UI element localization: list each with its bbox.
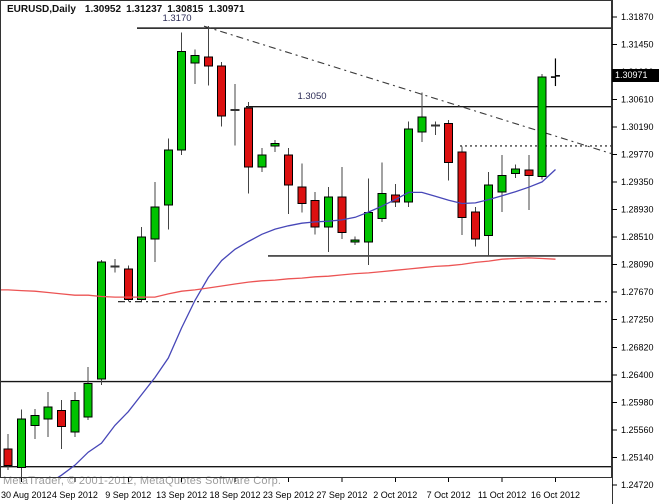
price-tick-label: 1.29350 bbox=[621, 177, 654, 187]
candles-layer bbox=[3, 26, 560, 477]
level-label-1.3050: 1.3050 bbox=[297, 91, 326, 102]
price-tick-label: 1.30190 bbox=[621, 122, 654, 132]
date-tick-label: 2 Oct 2012 bbox=[373, 490, 417, 500]
price-tick-label: 1.25980 bbox=[621, 398, 654, 408]
candle bbox=[484, 172, 494, 256]
candle bbox=[230, 83, 240, 146]
price-tick-label: 1.24720 bbox=[621, 480, 654, 490]
candle bbox=[537, 73, 547, 180]
ma-fast-blue bbox=[57, 169, 556, 477]
candle bbox=[97, 259, 107, 385]
candle bbox=[243, 102, 253, 194]
candle bbox=[337, 166, 347, 239]
candle bbox=[444, 119, 454, 181]
price-tick-label: 1.27250 bbox=[621, 314, 654, 324]
plot-border bbox=[0, 0, 612, 478]
descending-trendline bbox=[203, 25, 611, 155]
candle bbox=[283, 147, 293, 215]
candle bbox=[177, 32, 187, 156]
date-tick-label: 4 Sep 2012 bbox=[52, 490, 98, 500]
candle bbox=[364, 178, 374, 266]
price-tick-label: 1.28090 bbox=[621, 259, 654, 269]
candle bbox=[203, 26, 213, 86]
candle bbox=[123, 265, 133, 302]
price-tick-label: 1.30610 bbox=[621, 94, 654, 104]
candle bbox=[190, 49, 200, 84]
price-tick-label: 1.28930 bbox=[621, 204, 654, 214]
candle bbox=[390, 183, 400, 207]
level-label-1.3170: 1.3170 bbox=[162, 13, 191, 24]
candle bbox=[83, 367, 93, 421]
plot-area[interactable]: 1.3170 1.3050 bbox=[0, 13, 612, 484]
candle bbox=[150, 181, 160, 262]
candle bbox=[257, 147, 267, 173]
price-tick-label: 1.25140 bbox=[621, 452, 654, 462]
close-value: 1.30971 bbox=[208, 4, 245, 15]
level-lines-layer bbox=[1, 27, 611, 468]
price-tick-label: 1.26400 bbox=[621, 370, 654, 380]
candle bbox=[510, 164, 520, 179]
date-tick-label: 7 Oct 2012 bbox=[427, 490, 471, 500]
date-tick-label: 23 Sep 2012 bbox=[263, 490, 314, 500]
date-tick-label: 13 Sep 2012 bbox=[156, 490, 207, 500]
candle bbox=[217, 62, 227, 127]
candle bbox=[457, 146, 467, 235]
price-tick-label: 1.29770 bbox=[621, 149, 654, 159]
candle bbox=[350, 236, 360, 245]
candle bbox=[417, 92, 427, 143]
candle bbox=[297, 163, 307, 213]
date-tick-label: 11 Oct 2012 bbox=[478, 490, 526, 500]
candle bbox=[324, 187, 333, 252]
candle bbox=[270, 140, 280, 152]
date-tick-label: 9 Sep 2012 bbox=[105, 490, 151, 500]
price-tick-label: 1.28510 bbox=[621, 232, 654, 242]
price-tick-label: 1.31870 bbox=[621, 12, 654, 22]
symbol-period-label: EURUSD,Daily bbox=[7, 4, 76, 15]
candle bbox=[524, 155, 534, 211]
date-tick-label: 16 Oct 2012 bbox=[531, 490, 580, 500]
candle bbox=[16, 409, 26, 477]
candle bbox=[430, 121, 440, 135]
candle bbox=[70, 392, 80, 438]
candle bbox=[43, 392, 53, 438]
ohlc-header: EURUSD,Daily 1.30952 1.31237 1.30815 1.30971 bbox=[7, 4, 250, 15]
date-tick-label: 18 Sep 2012 bbox=[210, 490, 261, 500]
low-value: 1.30815 bbox=[167, 4, 204, 15]
current-price-marker: 1.30971 bbox=[612, 69, 659, 83]
date-tick-label: 30 Aug 2012 bbox=[1, 490, 52, 500]
candle bbox=[3, 433, 13, 470]
candle bbox=[497, 155, 507, 213]
candle bbox=[550, 58, 560, 87]
price-axis[interactable]: 1.318701.314501.310301.306101.301901.297… bbox=[612, 12, 654, 490]
open-value: 1.30952 bbox=[84, 4, 122, 15]
candle bbox=[30, 409, 40, 440]
price-tick-label: 1.25560 bbox=[621, 425, 654, 435]
candle bbox=[57, 399, 66, 449]
candle bbox=[137, 227, 147, 302]
price-tick-label: 1.26820 bbox=[621, 343, 654, 353]
candle bbox=[163, 138, 173, 230]
price-tick-label: 1.27670 bbox=[621, 287, 654, 297]
date-tick-label: 27 Sep 2012 bbox=[316, 490, 367, 500]
candle bbox=[377, 162, 387, 222]
candle bbox=[470, 206, 480, 247]
date-axis[interactable]: 30 Aug 2012 4 Sep 2012 9 Sep 2012 13 Sep 20… bbox=[1, 478, 580, 500]
candle bbox=[110, 259, 120, 273]
candle bbox=[310, 191, 320, 235]
price-tick-label: 1.31450 bbox=[621, 39, 654, 49]
high-value: 1.31237 bbox=[126, 4, 163, 15]
ma-slow-red bbox=[1, 257, 556, 298]
